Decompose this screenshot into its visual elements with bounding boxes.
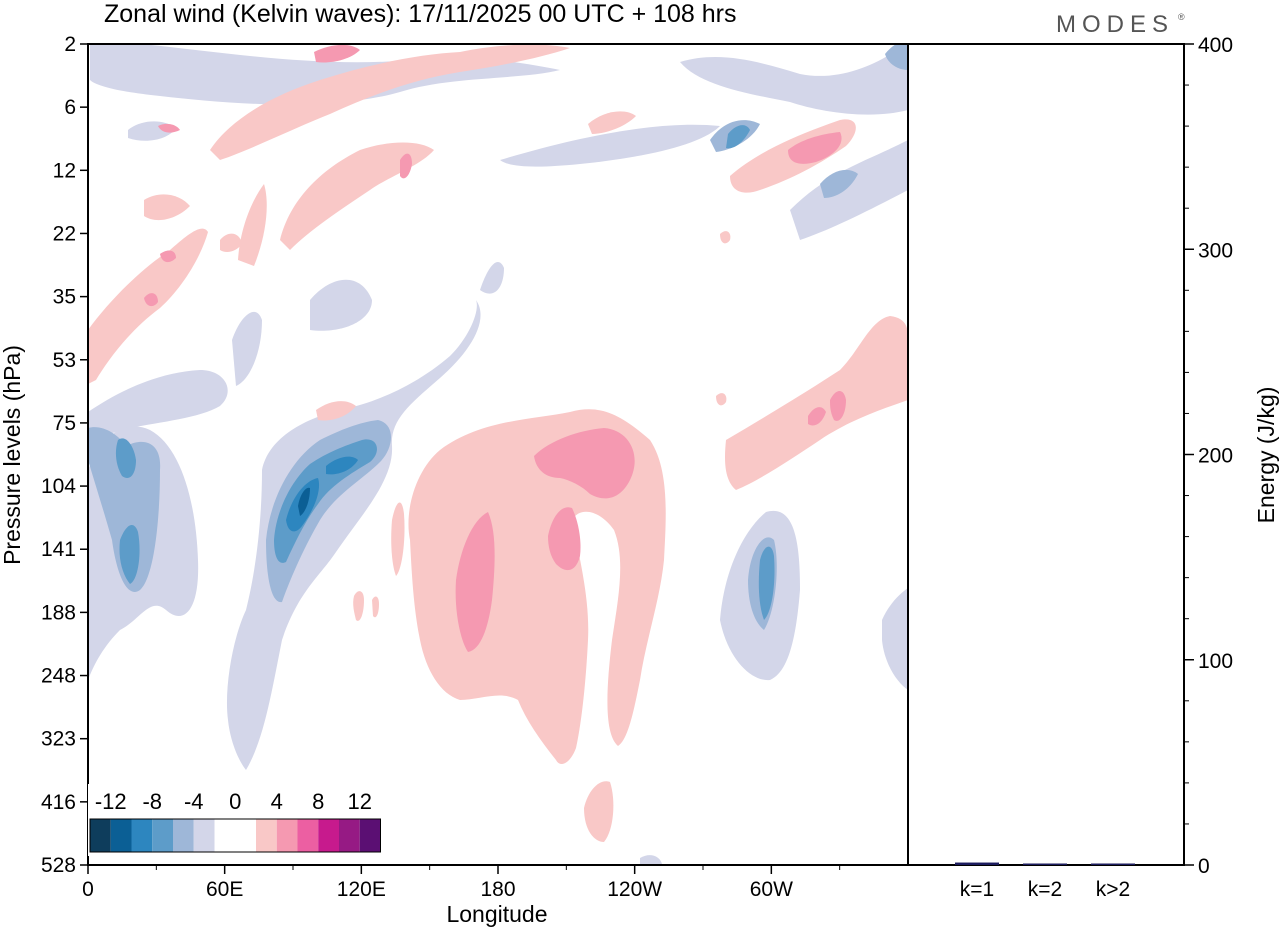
y-axis: 2 6 12 22 35 53 75 104 141 188 248 323 416 528 xyxy=(41,33,88,877)
y-tick-label: 188 xyxy=(41,601,76,624)
energy-panel-frame xyxy=(907,43,1185,866)
positive-moderate-contours xyxy=(144,44,846,652)
colorbar-swatch xyxy=(131,819,153,852)
chart-title: Zonal wind (Kelvin waves): 17/11/2025 00… xyxy=(104,0,737,28)
energy-tick-label: 200 xyxy=(1198,445,1233,468)
energy-axis: 0 100 200 300 400 xyxy=(1184,34,1233,878)
colorbar-swatch xyxy=(110,819,132,852)
colorbar-label: -4 xyxy=(184,789,204,814)
y-tick-label: 12 xyxy=(53,159,76,182)
colorbar-swatch xyxy=(90,819,111,852)
colorbar-swatch xyxy=(173,819,194,852)
y-axis-label: Pressure levels (hPa) xyxy=(0,345,25,565)
energy-bar xyxy=(1023,863,1067,865)
colorbar-label: -12 xyxy=(95,789,127,814)
x-tick-label: 120W xyxy=(607,878,662,901)
x-axis-label: Longitude xyxy=(446,901,547,927)
colorbar: -12 -8 -4 0 4 8 12 xyxy=(88,784,384,856)
energy-tick-label: 100 xyxy=(1198,650,1233,673)
y-tick-label: 22 xyxy=(53,222,76,245)
colorbar-label: 8 xyxy=(312,789,324,814)
energy-category-label: k>2 xyxy=(1096,878,1130,901)
positive-weak-contours xyxy=(88,44,908,842)
colorbar-swatch xyxy=(214,819,236,852)
energy-category-label: k=1 xyxy=(960,878,994,901)
x-tick-label: 0 xyxy=(82,878,94,901)
y-tick-label: 75 xyxy=(53,412,76,435)
brand-logo: MODES xyxy=(1056,11,1174,38)
y-tick-label: 104 xyxy=(41,475,76,498)
x-axis: 0 60E 120E 180 120W 60W xyxy=(82,865,841,901)
energy-bars: k=1 k=2 k>2 xyxy=(955,862,1135,901)
colorbar-label: 12 xyxy=(348,789,372,814)
colorbar-outline xyxy=(89,818,381,853)
colorbar-label: 4 xyxy=(271,789,283,814)
energy-axis-label: Energy (J/kg) xyxy=(1253,387,1279,524)
energy-bar xyxy=(1091,863,1135,865)
y-tick-label: 323 xyxy=(41,728,76,751)
colorbar-swatch xyxy=(235,819,256,852)
negative-peak-contour xyxy=(298,487,310,516)
colorbar-label: 0 xyxy=(229,789,241,814)
energy-tick-label: 0 xyxy=(1198,855,1210,878)
y-tick-label: 6 xyxy=(64,96,76,119)
x-tick-label: 120E xyxy=(337,878,386,901)
y-tick-label: 2 xyxy=(64,33,76,56)
y-tick-label: 141 xyxy=(41,538,76,561)
y-tick-label: 248 xyxy=(41,665,76,688)
colorbar-swatch xyxy=(256,819,277,852)
y-tick-label: 528 xyxy=(41,854,76,877)
energy-category-label: k=2 xyxy=(1028,878,1062,901)
x-tick-label: 60W xyxy=(750,878,793,901)
negative-strong-contours xyxy=(115,125,775,620)
energy-tick-label: 300 xyxy=(1198,239,1233,262)
colorbar-swatch xyxy=(297,819,319,852)
x-tick-label: 60E xyxy=(206,878,243,901)
brand-registered-mark: ® xyxy=(1178,12,1185,22)
colorbar-swatch xyxy=(318,819,339,852)
colorbar-swatch xyxy=(152,819,173,852)
y-tick-label: 35 xyxy=(53,286,76,309)
colorbar-swatch xyxy=(276,819,298,852)
y-tick-label: 53 xyxy=(53,349,76,372)
colorbar-swatch xyxy=(193,819,215,852)
colorbar-label: -8 xyxy=(142,789,162,814)
wind-field xyxy=(88,44,908,864)
y-tick-label: 416 xyxy=(41,791,76,814)
colorbar-swatch xyxy=(339,819,360,852)
energy-bar xyxy=(955,862,999,865)
x-tick-label: 180 xyxy=(480,878,515,901)
colorbar-swatch xyxy=(359,819,381,852)
energy-tick-label: 400 xyxy=(1198,34,1233,57)
